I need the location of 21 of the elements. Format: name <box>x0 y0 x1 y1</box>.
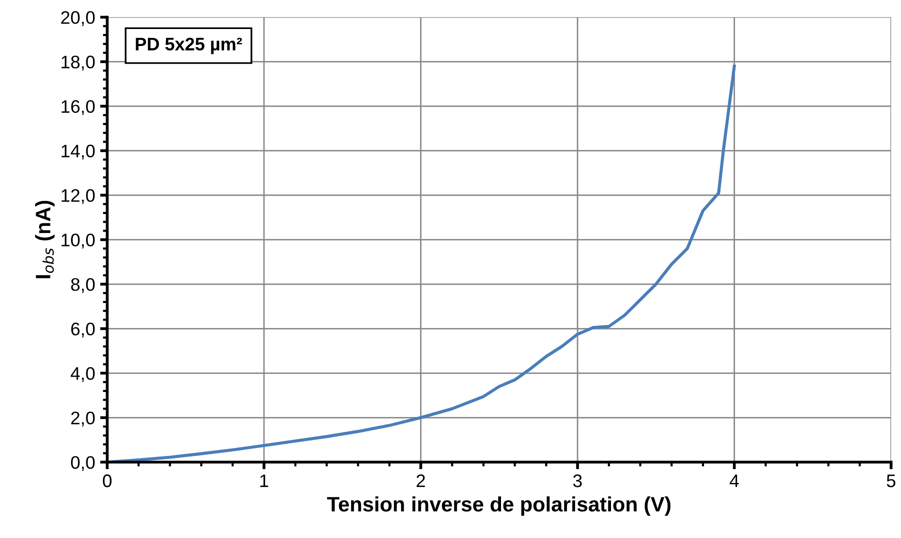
y-tick-label: 8,0 <box>71 278 95 294</box>
y-tick-label: 10,0 <box>62 234 95 249</box>
y-tick-label: 4,0 <box>70 367 95 382</box>
x-tick-label: 1 <box>260 474 268 488</box>
y-tick-label: 14,0 <box>62 144 95 160</box>
y-tick-label: 0,0 <box>71 456 95 471</box>
y-tick-label: 18,0 <box>62 56 95 71</box>
annotation: PD 5x25 µm² <box>136 38 242 54</box>
y-tick-label: 12,0 <box>62 189 95 204</box>
y-tick-label: 6,0 <box>71 322 95 338</box>
x-tick-label: 4 <box>730 474 739 488</box>
x-tick-label: 5 <box>886 474 896 488</box>
x-tick-label: 0 <box>102 474 112 488</box>
y-tick-label: 16,0 <box>62 100 95 116</box>
y-axis-title: I$_{obs}$ (nA) <box>35 200 55 278</box>
y-tick-label: 2,0 <box>71 412 95 426</box>
x-tick-label: 2 <box>416 474 425 488</box>
y-tick-label: 20,0 <box>61 11 95 26</box>
x-tick-label: 3 <box>573 474 582 488</box>
line-series <box>107 64 736 462</box>
x-axis-title: Tension inverse de polarisation (V) <box>327 496 670 516</box>
